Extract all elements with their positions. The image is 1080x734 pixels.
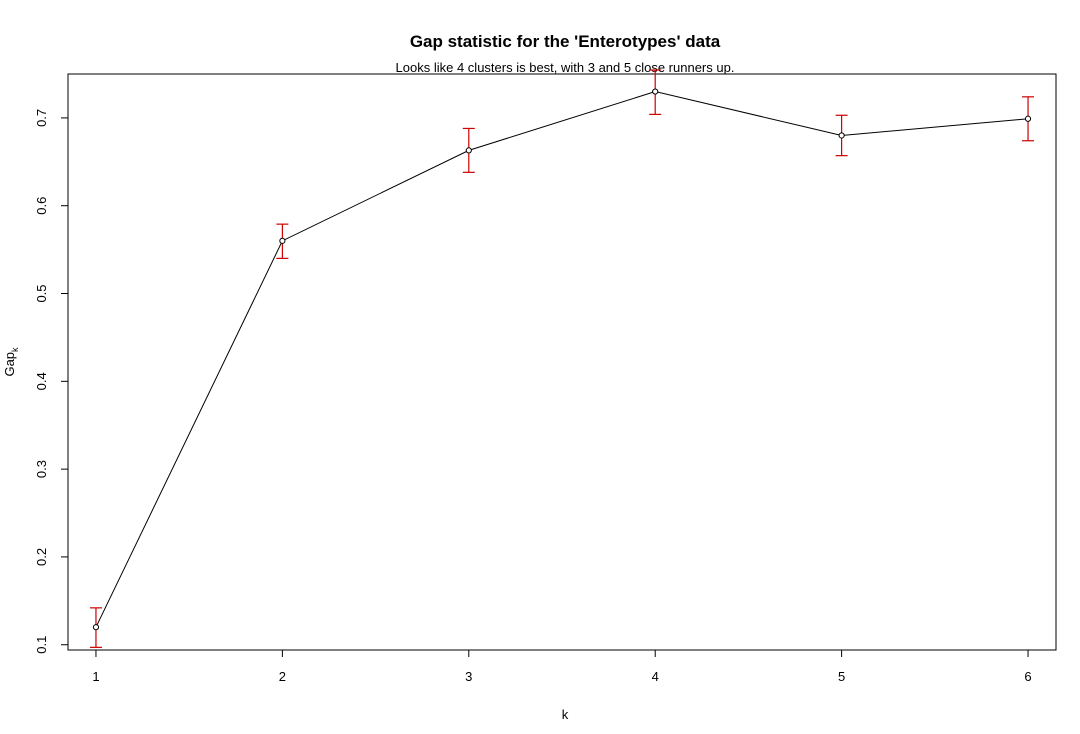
point-k6 — [1024, 115, 1032, 122]
y-axis-label-main: Gap — [2, 352, 17, 377]
x-axis-label: k — [562, 707, 569, 722]
series-line — [95, 91, 1029, 628]
chart-subtitle: Looks like 4 clusters is best, with 3 an… — [396, 60, 735, 75]
y-tick-label-2: 0.2 — [34, 548, 49, 566]
y-tick-label-5: 0.5 — [34, 284, 49, 302]
x-tick-label-1: 1 — [92, 669, 99, 684]
y-axis: 0.1 0.2 0.3 0.4 0.5 0.6 0.7 — [34, 109, 68, 654]
x-tick-label-5: 5 — [838, 669, 845, 684]
gap-line — [95, 91, 1029, 628]
y-tick-label-3: 0.3 — [34, 460, 49, 478]
data-points — [92, 88, 1032, 631]
y-axis-label: Gapk — [2, 347, 20, 377]
point-k2 — [279, 237, 286, 244]
x-tick-label-4: 4 — [652, 669, 659, 684]
point-k4 — [652, 88, 659, 95]
point-k5 — [838, 132, 845, 139]
chart-title: Gap statistic for the 'Enterotypes' data — [410, 32, 721, 51]
y-tick-label-4: 0.4 — [34, 372, 49, 390]
y-tick-label-7: 0.7 — [34, 109, 49, 127]
error-bars — [89, 69, 1035, 648]
x-axis: 1 2 3 4 5 6 — [92, 650, 1032, 684]
y-tick-label-1: 0.1 — [34, 636, 49, 654]
x-tick-label-2: 2 — [279, 669, 286, 684]
y-axis-label-subscript: k — [10, 347, 20, 352]
point-k1 — [92, 624, 100, 631]
x-tick-label-6: 6 — [1024, 669, 1031, 684]
y-tick-label-6: 0.6 — [34, 197, 49, 215]
point-k3 — [465, 147, 472, 154]
x-tick-label-3: 3 — [465, 669, 472, 684]
plot-frame — [67, 73, 1057, 651]
